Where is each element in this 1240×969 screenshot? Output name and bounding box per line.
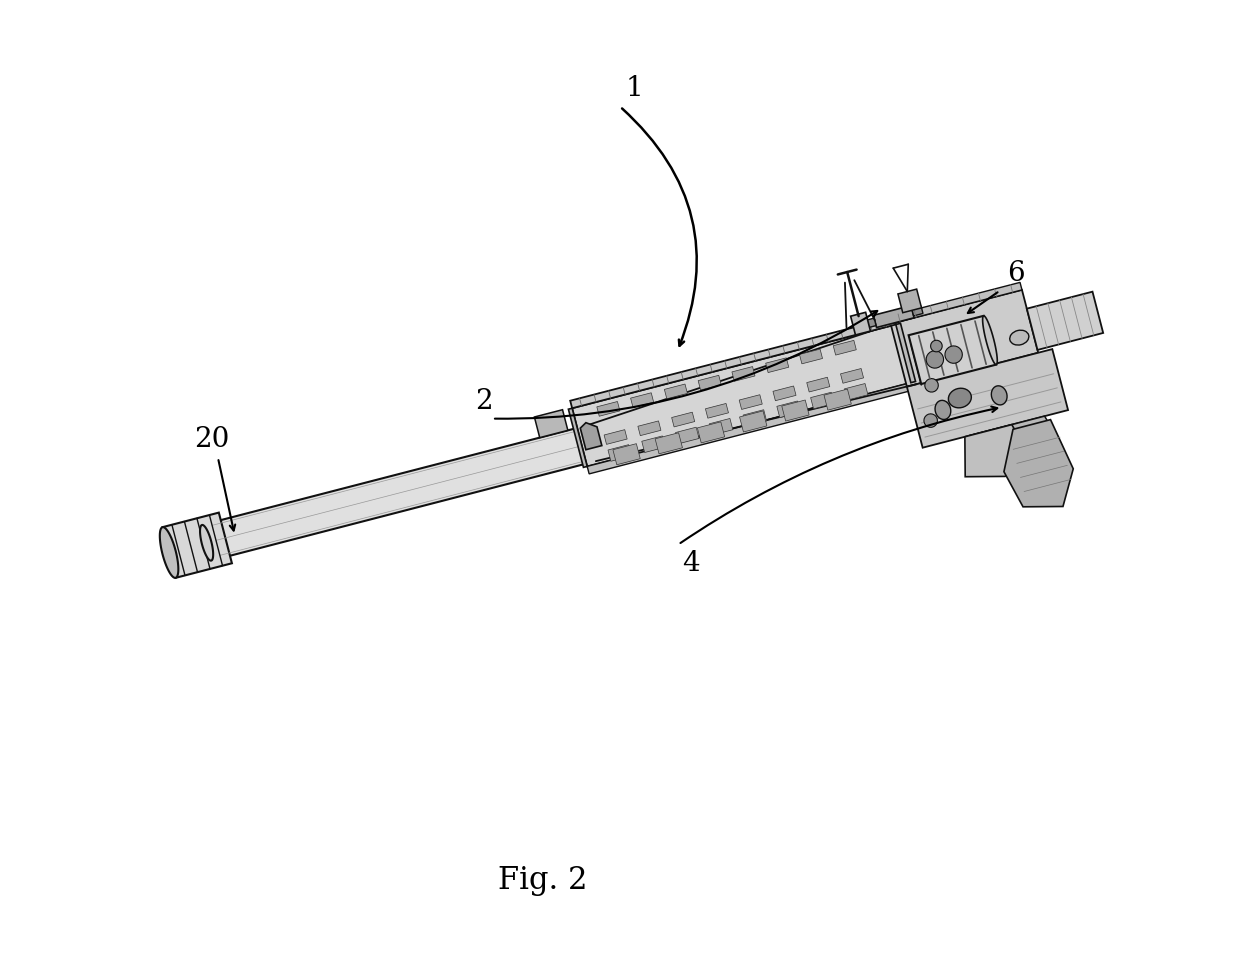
Polygon shape: [931, 340, 942, 352]
Polygon shape: [588, 383, 913, 474]
Polygon shape: [890, 290, 1038, 387]
Polygon shape: [911, 306, 923, 316]
Polygon shape: [572, 325, 911, 466]
Polygon shape: [676, 427, 699, 444]
Polygon shape: [844, 384, 868, 400]
Polygon shape: [800, 349, 822, 363]
Polygon shape: [911, 331, 976, 378]
Polygon shape: [895, 324, 915, 383]
Polygon shape: [898, 289, 921, 313]
Text: 2: 2: [475, 388, 494, 415]
Polygon shape: [773, 386, 796, 401]
Polygon shape: [909, 316, 996, 384]
Text: 4: 4: [682, 550, 699, 578]
Polygon shape: [608, 445, 631, 461]
Polygon shape: [833, 340, 857, 355]
Polygon shape: [991, 386, 1007, 405]
Polygon shape: [965, 424, 1029, 477]
Polygon shape: [642, 436, 666, 453]
Polygon shape: [873, 305, 914, 328]
Polygon shape: [732, 366, 755, 381]
Polygon shape: [160, 527, 179, 578]
Polygon shape: [1027, 292, 1104, 350]
Polygon shape: [162, 513, 232, 578]
Polygon shape: [926, 351, 944, 368]
Polygon shape: [655, 433, 682, 453]
Polygon shape: [968, 416, 1063, 471]
Text: 1: 1: [626, 75, 644, 102]
Polygon shape: [580, 422, 601, 450]
Ellipse shape: [1009, 330, 1029, 345]
Polygon shape: [982, 316, 997, 364]
Polygon shape: [811, 392, 835, 409]
Polygon shape: [665, 384, 687, 399]
Polygon shape: [856, 318, 877, 330]
Polygon shape: [743, 410, 766, 426]
Polygon shape: [568, 408, 588, 467]
Polygon shape: [596, 401, 620, 417]
Text: 20: 20: [193, 425, 229, 453]
Polygon shape: [776, 401, 800, 418]
Polygon shape: [534, 410, 568, 438]
Polygon shape: [706, 403, 728, 419]
Polygon shape: [631, 392, 653, 408]
Polygon shape: [604, 429, 627, 445]
Polygon shape: [672, 412, 694, 427]
Polygon shape: [906, 349, 1068, 448]
Polygon shape: [807, 377, 830, 392]
Polygon shape: [949, 389, 971, 408]
Text: Fig. 2: Fig. 2: [497, 865, 588, 896]
Polygon shape: [698, 375, 722, 391]
Polygon shape: [1004, 420, 1074, 507]
Polygon shape: [739, 411, 766, 432]
Polygon shape: [851, 312, 870, 335]
Polygon shape: [935, 400, 951, 420]
Text: 6: 6: [1008, 260, 1025, 287]
Polygon shape: [945, 346, 962, 363]
Polygon shape: [889, 282, 1022, 324]
Polygon shape: [739, 394, 763, 410]
Polygon shape: [709, 419, 733, 435]
Polygon shape: [637, 421, 661, 436]
Polygon shape: [924, 414, 937, 427]
Polygon shape: [200, 525, 213, 561]
Polygon shape: [841, 368, 863, 383]
Polygon shape: [781, 400, 810, 422]
Polygon shape: [202, 425, 596, 561]
Polygon shape: [697, 422, 724, 443]
Polygon shape: [825, 390, 852, 410]
Polygon shape: [925, 379, 939, 392]
Polygon shape: [570, 317, 895, 408]
Polygon shape: [765, 358, 789, 372]
Polygon shape: [613, 444, 640, 465]
